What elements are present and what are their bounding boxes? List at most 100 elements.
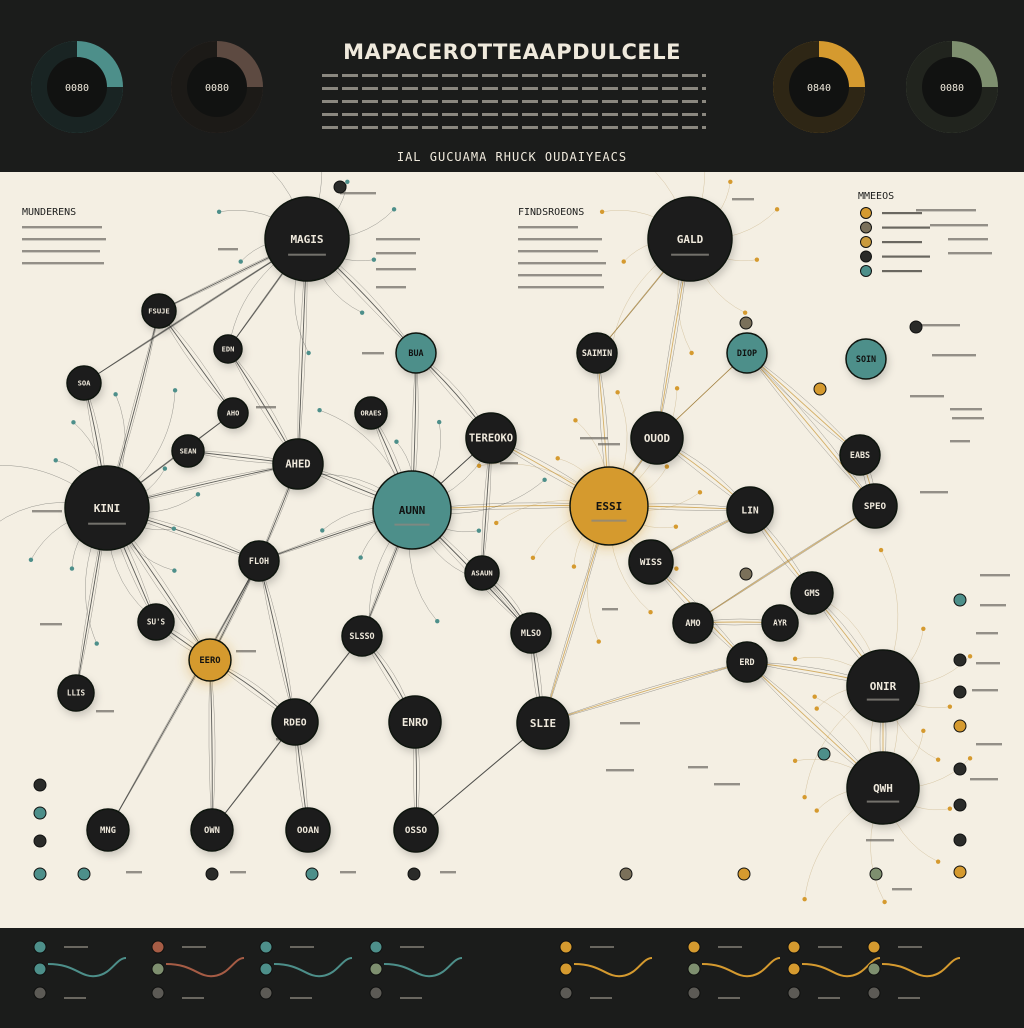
network-node[interactable]: SLIE bbox=[516, 696, 570, 750]
fibre-end-dot bbox=[878, 547, 884, 553]
annotation-text-line bbox=[518, 226, 578, 229]
network-edge bbox=[692, 505, 876, 624]
footer-mini-chart bbox=[369, 940, 463, 1000]
fibre-end-dot bbox=[947, 704, 953, 709]
network-node[interactable]: WISS bbox=[628, 539, 674, 585]
network-node[interactable]: OOAN bbox=[285, 807, 331, 853]
annotation-text-line bbox=[980, 574, 1010, 577]
network-edge bbox=[542, 661, 748, 724]
fibre-end-dot bbox=[967, 654, 973, 659]
marker-dot bbox=[953, 593, 967, 607]
network-node[interactable]: BUA bbox=[395, 332, 437, 374]
network-node[interactable]: TEREOKO bbox=[465, 412, 517, 464]
network-edge bbox=[746, 352, 876, 507]
network-node[interactable]: MNG bbox=[86, 808, 130, 852]
network-node[interactable]: LLIS bbox=[57, 674, 95, 712]
annotation-text-line bbox=[972, 689, 998, 692]
network-node[interactable]: AUNN bbox=[372, 470, 452, 550]
network-node[interactable]: ENRO bbox=[388, 695, 442, 749]
annotation-text-line bbox=[952, 417, 984, 420]
network-node[interactable]: GALD bbox=[647, 196, 733, 282]
network-node[interactable]: EABS bbox=[839, 434, 881, 476]
network-node[interactable]: SOIN bbox=[845, 338, 887, 380]
annotation-text-line bbox=[22, 262, 104, 265]
network-node[interactable]: KINI bbox=[64, 465, 150, 551]
network-node-label: SEAN bbox=[180, 447, 197, 455]
fibre-end-dot bbox=[742, 310, 748, 315]
network-edge bbox=[258, 560, 296, 723]
fibre-end-dot bbox=[673, 524, 679, 529]
header-badge-label: 0840 bbox=[807, 83, 831, 94]
network-node[interactable]: SLSSO bbox=[341, 615, 383, 657]
network-node[interactable]: SPEO bbox=[852, 483, 898, 529]
fibre-end-dot bbox=[967, 756, 973, 761]
network-node[interactable]: AHO bbox=[217, 397, 249, 429]
network-node[interactable]: OUOD bbox=[630, 411, 684, 465]
network-node-label: RDEO bbox=[283, 717, 306, 728]
marker-dot bbox=[739, 567, 753, 581]
annotation-text-line bbox=[976, 632, 998, 635]
fibre-end-dot bbox=[921, 626, 926, 631]
marker-dot bbox=[953, 653, 967, 667]
network-node[interactable]: ORAES bbox=[354, 396, 388, 430]
network-node[interactable]: RDEO bbox=[271, 698, 319, 746]
network-node[interactable]: ASAUN bbox=[464, 555, 500, 591]
fibre-end-dot bbox=[621, 259, 626, 264]
network-node-label: AMO bbox=[685, 618, 700, 628]
marker-dot bbox=[813, 382, 827, 396]
network-node[interactable]: OSSO bbox=[393, 807, 439, 853]
network-node-label: TEREOKO bbox=[469, 433, 513, 445]
network-node[interactable]: EERO bbox=[188, 638, 232, 682]
network-node[interactable]: AHED bbox=[272, 438, 324, 490]
annotation-text-line bbox=[602, 608, 618, 611]
network-node[interactable]: ESSI bbox=[569, 466, 649, 546]
fibre-end-dot bbox=[358, 555, 363, 560]
annotation-text-line bbox=[518, 250, 598, 253]
network-node[interactable]: MAGIS bbox=[264, 196, 350, 282]
network-edge bbox=[107, 560, 260, 831]
network-node[interactable]: SEAN bbox=[171, 434, 205, 468]
fibre-end-dot bbox=[664, 464, 670, 469]
annotation-text-line bbox=[218, 248, 238, 251]
network-node[interactable]: SU'S bbox=[137, 603, 175, 641]
network-node[interactable]: SAIMIN bbox=[576, 332, 618, 374]
network-node[interactable]: QWH bbox=[846, 751, 920, 825]
network-node-label: SOA bbox=[78, 378, 92, 387]
network-node-label: SLIE bbox=[530, 717, 556, 730]
network-node[interactable]: EDN bbox=[213, 334, 243, 364]
network-edge bbox=[692, 505, 876, 624]
network-edge bbox=[258, 560, 296, 723]
fibre-end-dot bbox=[802, 794, 807, 800]
annotation-text-line bbox=[910, 395, 944, 398]
annotation-text-line bbox=[948, 252, 992, 255]
network-node[interactable]: LIN bbox=[726, 486, 774, 534]
fibre-end-dot bbox=[921, 728, 926, 733]
network-node[interactable]: ERD bbox=[726, 641, 768, 683]
network-node[interactable]: GMS bbox=[790, 571, 834, 615]
network-node[interactable]: ONIR bbox=[846, 649, 920, 723]
page-subtitle: IAL GUCUAMA RHUCK OUDAIYEACS bbox=[396, 150, 628, 164]
network-node[interactable]: AYR bbox=[761, 604, 799, 642]
fibre-end-dot bbox=[615, 390, 620, 395]
fibre-end-dot bbox=[195, 492, 201, 497]
annotation-text-line bbox=[688, 766, 708, 769]
network-node[interactable]: SOA bbox=[66, 365, 102, 401]
annotation-text-line bbox=[236, 650, 256, 653]
annotation-text-line bbox=[40, 623, 62, 626]
fibre-end-dot bbox=[436, 419, 442, 425]
network-node[interactable]: DIOP bbox=[726, 332, 768, 374]
network-node[interactable]: FLOH bbox=[238, 540, 280, 582]
network-node[interactable]: AMO bbox=[672, 602, 714, 644]
network-node-label: OWN bbox=[204, 826, 220, 836]
network-node-label: ONIR bbox=[870, 680, 897, 693]
network-node[interactable]: FSUJE bbox=[141, 293, 177, 329]
network-node[interactable]: OWN bbox=[190, 808, 234, 852]
fibre-end-dot bbox=[935, 859, 941, 864]
network-node-label: AYR bbox=[773, 619, 787, 628]
fibre-end-dot bbox=[555, 456, 560, 461]
annotation-text-line bbox=[22, 238, 106, 241]
fibre-end-dot bbox=[542, 477, 547, 483]
network-node-label: QWH bbox=[873, 782, 893, 795]
network-node[interactable]: MLSO bbox=[510, 612, 552, 654]
fibre-end-dot bbox=[28, 557, 34, 562]
